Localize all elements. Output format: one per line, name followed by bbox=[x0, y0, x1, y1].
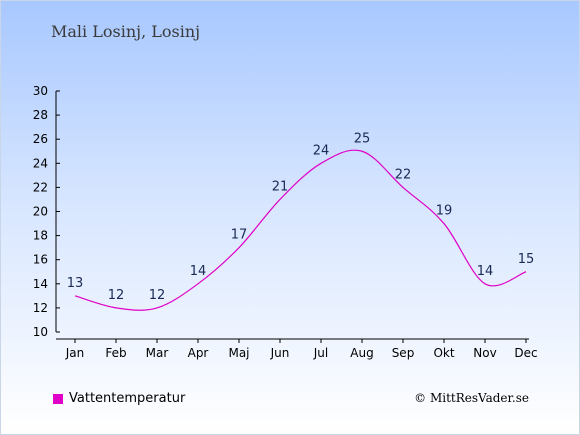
chart-axes: 10 12 14 16 18 20 22 24 26 28 30 Jan Feb Mar Apr Maj Jun… bbox=[33, 84, 538, 360]
data-label: 17 bbox=[231, 228, 248, 243]
y-tick-label: 10 bbox=[33, 325, 48, 339]
x-tick-label: Jul bbox=[313, 346, 328, 360]
x-tick-label: Sep bbox=[392, 346, 415, 360]
data-label: 25 bbox=[354, 131, 371, 146]
x-tick-label: Nov bbox=[473, 346, 496, 360]
y-tick-label: 20 bbox=[33, 205, 48, 219]
x-tick-label: Apr bbox=[188, 346, 209, 360]
y-tick-label: 24 bbox=[33, 156, 48, 170]
x-tick-label: Okt bbox=[433, 346, 454, 360]
data-label: 15 bbox=[518, 252, 535, 267]
y-tick-label: 12 bbox=[33, 301, 48, 315]
y-tick-label: 26 bbox=[33, 132, 48, 146]
chart-data-labels: 13 12 12 14 17 21 24 25 22 19 14 15 bbox=[67, 131, 535, 303]
data-label: 14 bbox=[477, 264, 494, 279]
data-label: 13 bbox=[67, 276, 84, 291]
y-tick-label: 30 bbox=[33, 84, 48, 98]
x-tick-label: Maj bbox=[228, 346, 249, 360]
y-tick-label: 28 bbox=[33, 108, 48, 122]
y-tick-label: 16 bbox=[33, 253, 48, 267]
chart-title: Mali Losinj, Losinj bbox=[51, 22, 201, 41]
data-label: 19 bbox=[436, 204, 453, 219]
y-tick-label: 18 bbox=[33, 229, 48, 243]
data-label: 24 bbox=[313, 143, 330, 158]
chart-legend: Vattentemperatur bbox=[53, 391, 185, 406]
x-tick-label: Jun bbox=[270, 346, 290, 360]
x-tick-label: Feb bbox=[105, 346, 126, 360]
y-tick-label: 14 bbox=[33, 277, 48, 291]
copyright-text: © MittResVader.se bbox=[414, 391, 529, 405]
data-label: 14 bbox=[190, 264, 207, 279]
series-line-vattentemperatur bbox=[74, 149, 527, 311]
chart-plot: 10 12 14 16 18 20 22 24 26 28 30 Jan Feb Mar Apr Maj Jun… bbox=[33, 84, 538, 360]
x-tick-label: Mar bbox=[146, 346, 169, 360]
legend-label: Vattentemperatur bbox=[69, 391, 186, 406]
data-label: 12 bbox=[108, 288, 125, 303]
data-label: 21 bbox=[272, 179, 289, 194]
data-label: 22 bbox=[395, 167, 412, 182]
data-label: 12 bbox=[149, 288, 166, 303]
y-tick-label: 22 bbox=[33, 180, 48, 194]
legend-swatch bbox=[53, 393, 63, 404]
chart-series bbox=[74, 149, 527, 311]
x-tick-label: Jan bbox=[65, 346, 85, 360]
x-tick-label: Dec bbox=[514, 346, 537, 360]
x-tick-label: Aug bbox=[350, 346, 373, 360]
